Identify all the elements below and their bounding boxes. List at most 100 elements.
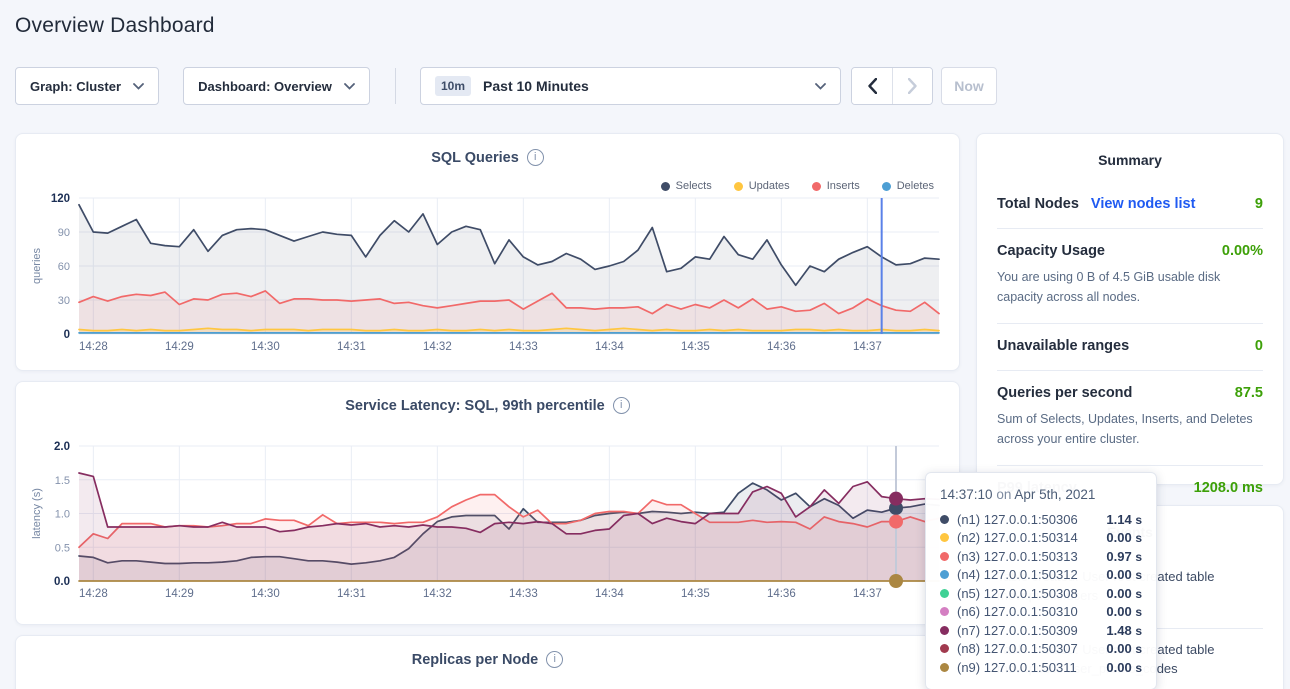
svg-text:14:33: 14:33 (509, 341, 538, 353)
node-address: (n5) 127.0.0.1:50308 (957, 585, 1078, 601)
info-icon[interactable]: i (546, 651, 564, 668)
node-color-dot-icon (940, 570, 949, 580)
svg-text:14:28: 14:28 (79, 341, 108, 353)
unavailable-ranges-label: Unavailable ranges (997, 338, 1130, 354)
tooltip-date: Apr 5th, 2021 (1014, 487, 1096, 502)
page-title: Overview Dashboard (15, 14, 215, 37)
svg-text:14:28: 14:28 (79, 588, 108, 600)
svg-text:14:37: 14:37 (853, 341, 882, 353)
chevron-left-icon (867, 78, 877, 94)
summary-panel: Summary Total Nodes View nodes list 9 Ca… (976, 133, 1284, 496)
replicas-per-node-title: Replicas per Node (411, 651, 539, 668)
legend-item-updates: Updates (733, 180, 790, 192)
svg-text:120: 120 (51, 193, 70, 205)
node-latency-value: 1.48 s (1106, 622, 1142, 638)
node-color-dot-icon (940, 662, 949, 672)
svg-text:14:30: 14:30 (251, 341, 280, 353)
node-latency-value: 0.00 s (1106, 585, 1142, 601)
capacity-usage-value: 0.00% (1221, 243, 1263, 259)
sql-queries-chart[interactable]: 0 30 60 90 120 14:28 14:29 14:30 14:31 14:32 14:33… (16, 186, 961, 366)
now-button-label: Now (954, 78, 984, 94)
svg-text:0: 0 (64, 329, 70, 341)
next-time-button[interactable] (892, 68, 932, 104)
node-color-dot-icon (940, 551, 949, 561)
node-latency-value: 0.97 s (1106, 548, 1142, 564)
node-color-dot-icon (940, 644, 949, 654)
svg-text:14:34: 14:34 (595, 588, 624, 600)
tooltip-node-row: (n5) 127.0.0.1:50308 0.00 s (940, 584, 1142, 603)
info-icon[interactable]: i (526, 149, 544, 166)
node-color-dot-icon (940, 533, 949, 543)
chevron-right-icon (908, 78, 917, 94)
svg-text:14:33: 14:33 (509, 588, 538, 600)
svg-text:14:36: 14:36 (767, 588, 796, 600)
legend-label: Inserts (826, 180, 860, 192)
service-latency-chart[interactable]: 0.0 0.5 1.0 1.5 2.0 14:28 14:29 14:30 14:31 14:32… (16, 437, 961, 609)
legend-dot-icon (733, 181, 743, 191)
tooltip-timestamp: 14:37:10 on Apr 5th, 2021 (940, 487, 1142, 502)
svg-text:2.0: 2.0 (54, 441, 70, 453)
node-address: (n6) 127.0.0.1:50310 (957, 604, 1078, 620)
legend-label: Deletes (896, 180, 934, 192)
prev-time-button[interactable] (852, 68, 892, 104)
legend-item-deletes: Deletes (881, 180, 934, 192)
node-latency-value: 0.00 s (1106, 659, 1142, 675)
svg-text:60: 60 (58, 261, 70, 273)
time-range-dropdown[interactable]: 10m Past 10 Minutes (420, 67, 841, 105)
node-address: (n1) 127.0.0.1:50306 (957, 511, 1078, 527)
tooltip-node-row: (n9) 127.0.0.1:50311 0.00 s (940, 658, 1142, 677)
node-color-dot-icon (940, 625, 949, 635)
total-nodes-label: Total Nodes (997, 196, 1079, 212)
svg-text:0.0: 0.0 (54, 576, 70, 588)
svg-text:1.5: 1.5 (55, 475, 70, 487)
node-color-dot-icon (940, 514, 949, 524)
svg-text:1.0: 1.0 (55, 509, 70, 521)
capacity-usage-label: Capacity Usage (997, 243, 1105, 259)
node-address: (n9) 127.0.0.1:50311 (957, 659, 1077, 675)
svg-text:queries: queries (31, 247, 43, 284)
controls-divider (395, 68, 396, 104)
view-nodes-list-link[interactable]: View nodes list (1090, 196, 1196, 212)
now-button[interactable]: Now (941, 67, 997, 105)
svg-text:30: 30 (58, 295, 70, 307)
tooltip-conjunction: on (996, 487, 1012, 502)
time-pager (851, 67, 933, 105)
queries-per-second-label: Queries per second (997, 385, 1133, 401)
tooltip-node-row: (n4) 127.0.0.1:50312 0.00 s (940, 566, 1142, 585)
unavailable-ranges-value: 0 (1254, 338, 1263, 354)
tooltip-node-row: (n8) 127.0.0.1:50307 0.00 s (940, 640, 1142, 659)
node-address: (n7) 127.0.0.1:50309 (957, 622, 1078, 638)
graph-dropdown[interactable]: Graph: Cluster (15, 67, 159, 105)
svg-text:14:36: 14:36 (767, 341, 796, 353)
chevron-down-icon (133, 82, 144, 90)
svg-text:14:29: 14:29 (165, 341, 194, 353)
time-range-label: Past 10 Minutes (483, 78, 589, 94)
svg-text:14:32: 14:32 (423, 341, 452, 353)
node-address: (n8) 127.0.0.1:50307 (957, 641, 1078, 657)
dashboard-dropdown[interactable]: Dashboard: Overview (183, 67, 370, 105)
node-color-dot-icon (940, 607, 949, 617)
svg-text:14:29: 14:29 (165, 588, 194, 600)
tooltip-node-row: (n1) 127.0.0.1:50306 1.14 s (940, 510, 1142, 529)
tooltip-node-row: (n2) 127.0.0.1:50314 0.00 s (940, 529, 1142, 548)
info-icon[interactable]: i (612, 397, 630, 414)
legend-label: Updates (748, 180, 790, 192)
node-latency-value: 0.00 s (1106, 530, 1142, 546)
svg-text:latency (s): latency (s) (31, 488, 43, 539)
tooltip-node-row: (n3) 127.0.0.1:50313 0.97 s (940, 547, 1142, 566)
sql-queries-panel: SQL Queries i Selects Updates Inserts De… (15, 133, 960, 371)
service-latency-title: Service Latency: SQL, 99th percentile (345, 397, 605, 414)
node-latency-value: 0.00 s (1106, 567, 1142, 583)
svg-text:14:35: 14:35 (681, 341, 710, 353)
node-address: (n4) 127.0.0.1:50312 (957, 567, 1078, 583)
node-address: (n3) 127.0.0.1:50313 (957, 548, 1078, 564)
node-latency-value: 0.00 s (1106, 604, 1142, 620)
svg-text:14:34: 14:34 (595, 341, 624, 353)
chevron-down-icon (815, 82, 826, 90)
tooltip-node-row: (n7) 127.0.0.1:50309 1.48 s (940, 621, 1142, 640)
total-nodes-value: 9 (1254, 196, 1263, 212)
tooltip-time: 14:37:10 (940, 487, 993, 502)
chart-hover-tooltip: 14:37:10 on Apr 5th, 2021 (n1) 127.0.0.1… (925, 472, 1157, 689)
queries-per-second-value: 87.5 (1234, 385, 1263, 401)
time-range-badge: 10m (435, 76, 472, 96)
